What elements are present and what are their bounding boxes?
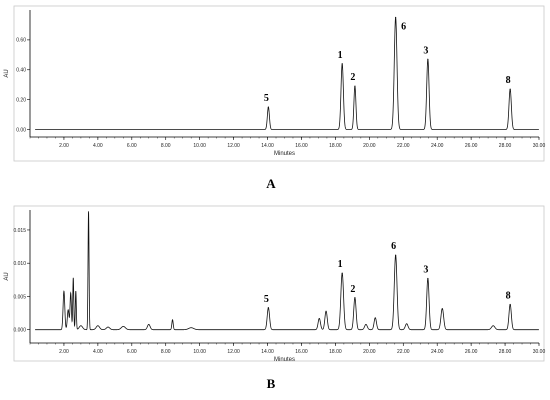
- y-tick-label: 0.010: [13, 261, 26, 267]
- y-tick-label: 0.005: [13, 294, 26, 300]
- x-tick-label: 12.00: [227, 349, 240, 355]
- x-axis-title: Minutes: [274, 357, 295, 363]
- peak-apex-8: [509, 303, 511, 306]
- x-tick-label: 28.00: [499, 143, 512, 149]
- peak-apex-3: [427, 58, 429, 60]
- panel-frame: [13, 5, 545, 162]
- x-tick-label: 8.00: [161, 143, 171, 149]
- peak-label-1: 1: [338, 50, 343, 61]
- y-tick-label: 0.015: [13, 228, 26, 234]
- x-tick-label: 18.00: [329, 143, 342, 149]
- chromatogram-trace: [35, 211, 539, 331]
- x-tick-label: 24.00: [431, 349, 444, 355]
- x-tick-label: 22.00: [397, 143, 410, 149]
- x-axis-title: Minutes: [274, 151, 295, 157]
- peak-label-6: 6: [401, 21, 406, 32]
- peak-apex-2: [354, 297, 356, 299]
- x-tick-label: 28.00: [499, 349, 512, 355]
- chart-panel-a: 2.00 4.00 6.00 8.00 10.00 12.00 14.00 16.00 18.0…: [4, 5, 546, 191]
- peak-apex-3: [427, 277, 429, 280]
- x-tick-label: 4.00: [93, 143, 103, 149]
- panel-frame: [13, 205, 545, 362]
- peak-label-8: 8: [506, 75, 511, 86]
- x-tick-label: 14.00: [261, 349, 274, 355]
- panel-label: B: [267, 376, 276, 391]
- x-tick-label: 4.00: [93, 349, 103, 355]
- peak-apex-2: [354, 85, 356, 87]
- x-tick-label: 6.00: [127, 349, 137, 355]
- y-tick-label: 0.00: [16, 127, 26, 133]
- peak-label-3: 3: [423, 45, 428, 56]
- x-tick-label: 18.00: [329, 349, 342, 355]
- x-tick-label: 22.00: [397, 349, 410, 355]
- peak-apex-5: [267, 106, 269, 108]
- x-tick-label: 16.00: [295, 349, 308, 355]
- x-tick-label: 26.00: [465, 349, 478, 355]
- x-tick-label: 2.00: [59, 143, 69, 149]
- peak-apex-6: [395, 16, 397, 19]
- peak-apex-1: [341, 272, 343, 274]
- x-tick-label: 6.00: [127, 143, 137, 149]
- peak-label-5: 5: [264, 93, 269, 104]
- x-tick-label: 14.00: [261, 143, 274, 149]
- y-axis-title: AU: [4, 69, 10, 77]
- panel-label: A: [266, 176, 276, 191]
- x-tick-label: 30.00: [533, 349, 546, 355]
- x-tick-label: 10.00: [193, 349, 206, 355]
- x-tick-label: 24.00: [431, 143, 444, 149]
- peak-apex-8: [509, 88, 511, 90]
- peak-apex-6: [395, 254, 397, 256]
- peak-label-2: 2: [350, 72, 355, 83]
- x-tick-label: 10.00: [193, 143, 206, 149]
- y-tick-label: 0.20: [16, 97, 26, 103]
- x-tick-label: 2.00: [59, 349, 69, 355]
- peak-label-8: 8: [506, 290, 511, 301]
- peak-label-2: 2: [350, 284, 355, 295]
- x-tick-label: 16.00: [295, 143, 308, 149]
- chart-panel-b: 2.00 4.00 6.00 8.00 10.00 12.00 14.00 16.00 18.0…: [4, 205, 546, 391]
- peak-label-3: 3: [423, 264, 428, 275]
- x-tick-label: 20.00: [363, 349, 376, 355]
- y-axis-title: AU: [4, 272, 10, 280]
- peak-apex-1: [341, 63, 343, 65]
- peak-label-6: 6: [391, 241, 396, 252]
- peak-label-5: 5: [264, 294, 269, 305]
- y-tick-label: 0.60: [16, 38, 26, 44]
- x-tick-label: 30.00: [533, 143, 546, 149]
- peak-apex-5: [267, 307, 269, 309]
- y-tick-label: 0.000: [13, 328, 26, 334]
- y-tick-label: 0.40: [16, 68, 26, 74]
- chromatogram-trace: [35, 16, 539, 130]
- x-tick-label: 20.00: [363, 143, 376, 149]
- peak-label-1: 1: [338, 259, 343, 270]
- x-tick-label: 8.00: [161, 349, 171, 355]
- x-tick-label: 26.00: [465, 143, 478, 149]
- x-tick-label: 12.00: [227, 143, 240, 149]
